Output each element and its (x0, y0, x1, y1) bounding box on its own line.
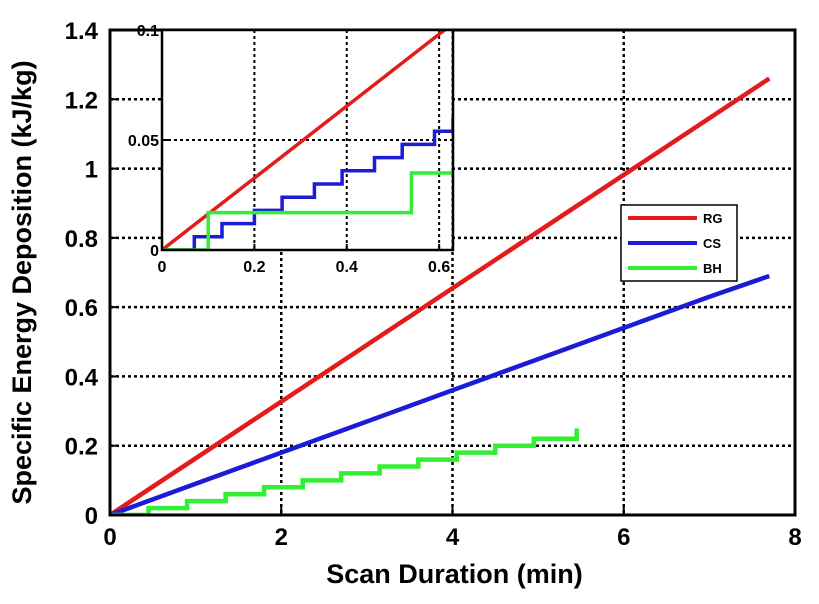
legend-label-bh: BH (703, 261, 722, 276)
legend: RG CS BH (620, 204, 738, 282)
x-tick-label: 8 (788, 524, 801, 551)
x-tick-label: 0.6 (428, 259, 450, 276)
y-tick-label: 0.6 (65, 295, 98, 322)
series-line-bh (110, 428, 579, 515)
x-axis-title: Scan Duration (min) (326, 559, 583, 589)
x-tick-label: 4 (446, 524, 460, 551)
y-tick-label: 1.4 (65, 18, 99, 45)
legend-label-rg: RG (703, 211, 723, 226)
x-tick-label: 0 (158, 259, 167, 276)
x-tick-label: 6 (617, 524, 630, 551)
y-tick-label: 0.05 (128, 133, 159, 150)
inset-plot: 0 0.2 0.4 0.6 0 0.05 0.1 (128, 23, 455, 276)
y-tick-label: 1.2 (65, 87, 98, 114)
series-line-cs (162, 118, 453, 250)
y-tick-label: 0.8 (65, 226, 98, 253)
x-tick-label: 0.4 (336, 259, 358, 276)
y-tick-label: 0.4 (65, 364, 99, 391)
x-tick-label: 2 (275, 524, 288, 551)
x-tick-label: 0.2 (243, 259, 265, 276)
y-axis-title: Specific Energy Deposition (kJ/kg) (7, 60, 37, 504)
y-tick-label: 0 (85, 503, 98, 530)
legend-label-cs: CS (703, 236, 721, 251)
y-tick-label: 1 (85, 157, 98, 184)
y-tick-label: 0.1 (137, 23, 159, 40)
series-line-rg (110, 76, 771, 515)
y-tick-label: 0 (150, 243, 159, 260)
series-line-cs (110, 273, 771, 515)
series-line-bh (162, 171, 453, 250)
y-tick-label: 0.2 (65, 434, 98, 461)
x-tick-label: 0 (103, 524, 116, 551)
